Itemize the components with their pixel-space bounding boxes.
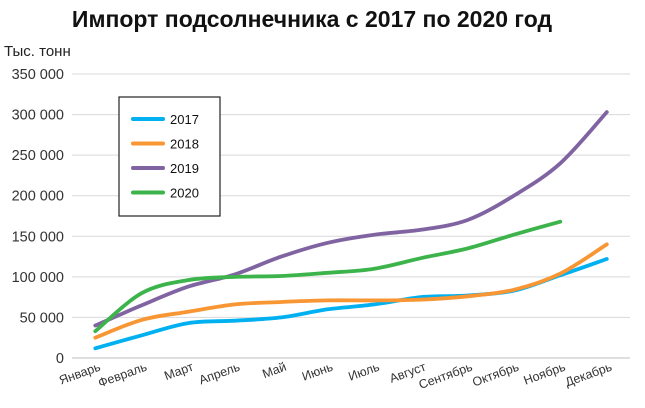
legend-label-2017: 2017 bbox=[170, 112, 199, 127]
y-tick-label: 100 000 bbox=[12, 270, 64, 286]
x-tick-label: Июнь bbox=[300, 360, 335, 384]
legend: 2017 2018 2019 2020 bbox=[118, 96, 221, 217]
series-line-2019 bbox=[93, 110, 609, 328]
x-tick-label: Июль bbox=[347, 360, 382, 384]
x-tick-label: Декабрь bbox=[563, 360, 614, 390]
legend-label-2019: 2019 bbox=[170, 161, 199, 176]
chart-title: Импорт подсолнечника с 2017 по 2020 год bbox=[72, 6, 553, 32]
x-tick-label: Февраль bbox=[96, 360, 149, 391]
series-line-2020 bbox=[93, 219, 563, 334]
legend-box bbox=[118, 96, 221, 217]
legend-label-2020: 2020 bbox=[170, 186, 199, 201]
y-tick-label: 0 bbox=[56, 351, 64, 367]
y-tick-label: 350 000 bbox=[12, 67, 64, 83]
y-tick-label: 200 000 bbox=[12, 189, 64, 205]
x-tick-label: Апрель bbox=[197, 360, 242, 388]
y-tick-label: 150 000 bbox=[12, 229, 64, 245]
y-tick-label: 300 000 bbox=[12, 108, 64, 124]
x-tick-label: Май bbox=[260, 360, 288, 382]
legend-label-2018: 2018 bbox=[170, 137, 199, 152]
y-axis-unit-label: Тыс. тонн bbox=[4, 43, 71, 60]
y-tick-label: 250 000 bbox=[12, 148, 64, 164]
x-tick-label: Март bbox=[162, 360, 195, 383]
series-lines bbox=[93, 110, 609, 351]
x-tick-label: Сентябрь bbox=[417, 360, 474, 392]
series-line-2018 bbox=[93, 242, 609, 340]
y-tick-label: 50 000 bbox=[20, 310, 64, 326]
x-tick-label: Октябрь bbox=[470, 360, 520, 390]
x-tick-label: Ноябрь bbox=[522, 360, 568, 388]
y-axis-ticks: 0 50 000 100 000 150 000 200 000 250 000 300 0… bbox=[12, 67, 64, 367]
